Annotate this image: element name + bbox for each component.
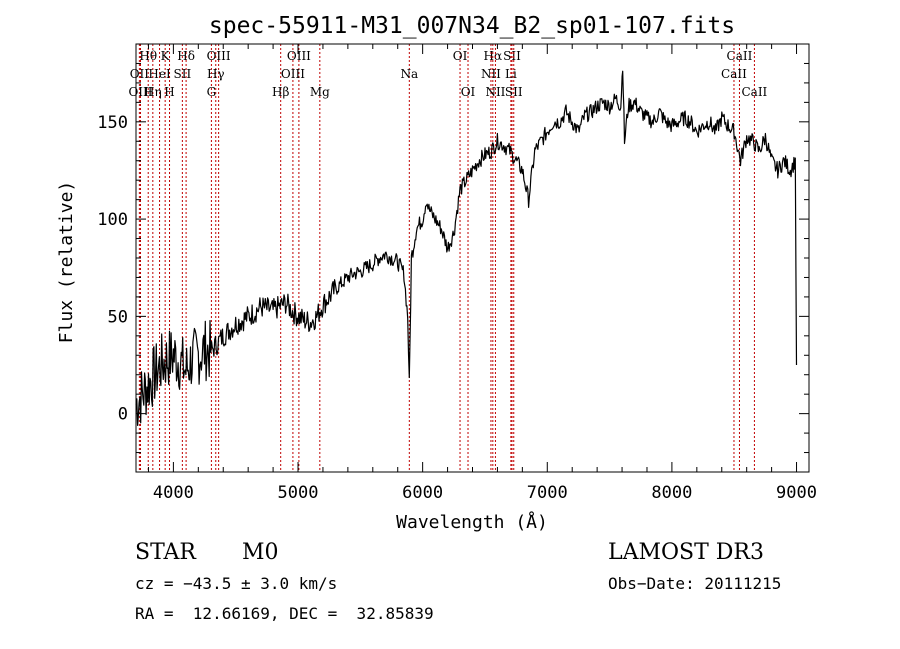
- line-label-12: OIII: [287, 49, 311, 63]
- line-label-9: OIII: [207, 49, 231, 63]
- line-label-17: OI: [453, 49, 468, 63]
- line-label-0: Hθ: [139, 49, 157, 63]
- line-label-27: CaII: [741, 85, 767, 99]
- y-tick-label-100: 100: [97, 210, 128, 230]
- x-tick-label-8000: 8000: [651, 483, 692, 503]
- line-label-21: NII: [481, 67, 501, 81]
- line-label-26: CaII: [721, 67, 747, 81]
- line-label-14: Hβ: [272, 85, 289, 99]
- x-tick-label-6000: 6000: [402, 483, 443, 503]
- line-label-5: Hη: [144, 85, 162, 99]
- line-label-16: Na: [400, 67, 418, 81]
- line-label-13: OIII: [281, 67, 305, 81]
- y-tick-label-0: 0: [118, 405, 128, 425]
- y-tick-label-150: 150: [97, 113, 128, 133]
- line-label-2: OIII: [128, 85, 152, 99]
- line-label-22: Li: [505, 67, 517, 81]
- obs-date-label: Obs−Date: 20111215: [608, 574, 782, 593]
- line-label-4: HeI: [148, 67, 171, 81]
- line-label-7: H: [164, 85, 174, 99]
- subclass-label: M0: [242, 540, 279, 565]
- chart-title: spec-55911-M31_007N34_B2_sp01-107.fits: [209, 13, 735, 39]
- spectrum-line: [135, 70, 798, 426]
- line-label-8: Hδ: [177, 49, 195, 63]
- x-axis-label: Wavelength (Å): [396, 511, 548, 533]
- axis-ticks: 4000 5000 6000 7000 8000 9000 0 50 100 150: [97, 44, 817, 503]
- classification-label: STAR: [135, 540, 196, 565]
- line-label-11: G: [207, 85, 217, 99]
- coordinates-label: RA = 12.66169, DEC = 32.85839: [135, 604, 434, 623]
- x-tick-label-7000: 7000: [527, 483, 568, 503]
- x-tick-label-4000: 4000: [153, 483, 194, 503]
- line-label-10: Hγ: [207, 67, 225, 81]
- x-tick-label-9000: 9000: [776, 483, 817, 503]
- line-label-19: Hα: [484, 49, 503, 63]
- line-label-15: Mg: [310, 85, 330, 99]
- y-tick-label-50: 50: [108, 307, 128, 327]
- line-label-20: SII: [503, 49, 521, 63]
- line-label-25: CaII: [727, 49, 753, 63]
- line-label-23: NII: [485, 85, 505, 99]
- line-label-3: K: [161, 49, 171, 63]
- line-label-6: SII: [174, 67, 192, 81]
- survey-label: LAMOST DR3: [608, 540, 764, 565]
- y-axis-label: Flux (relative): [56, 181, 77, 344]
- line-label-1: OII: [130, 67, 150, 81]
- line-label-24: SII: [505, 85, 523, 99]
- x-tick-label-5000: 5000: [278, 483, 319, 503]
- redshift-label: cz = −43.5 ± 3.0 km/s: [135, 574, 338, 593]
- plot-frame: [135, 43, 810, 473]
- line-label-18: OI: [461, 85, 476, 99]
